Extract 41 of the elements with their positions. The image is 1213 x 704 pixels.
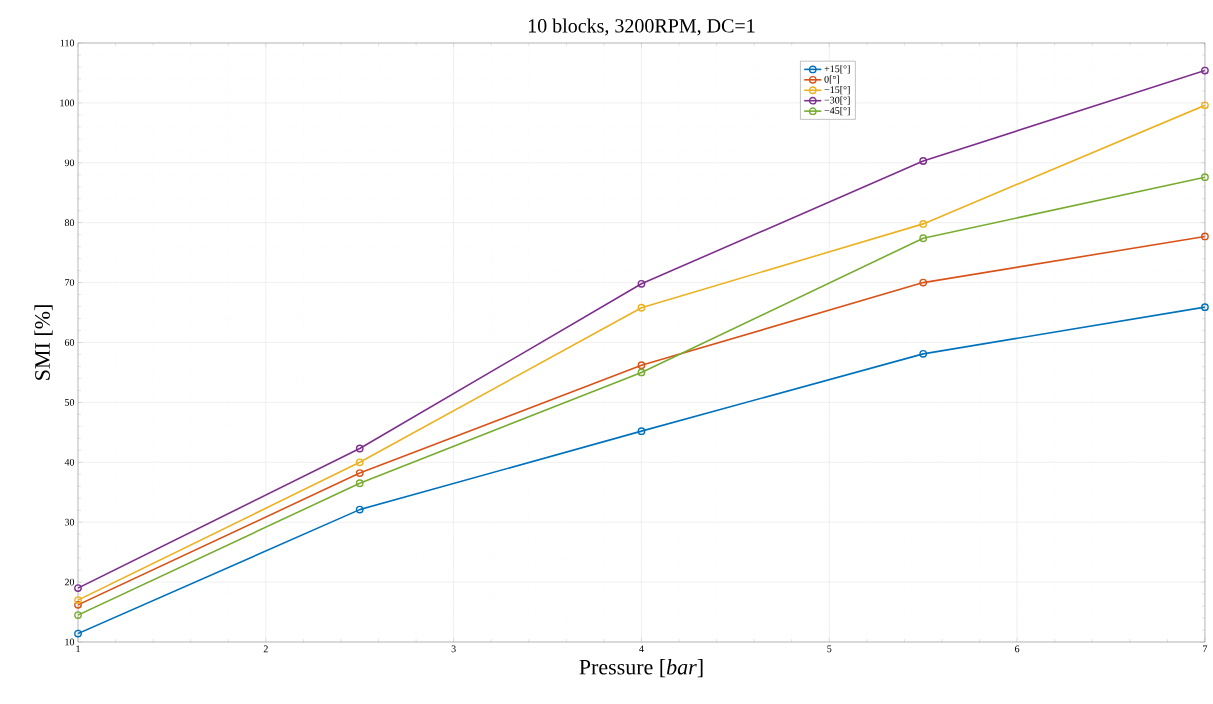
y-tick-label: 70 — [65, 279, 75, 286]
x-tick-label: 5 — [827, 645, 832, 653]
x-tick-label: 2 — [263, 645, 268, 653]
point — [637, 427, 646, 436]
y-tick-label: 100 — [60, 99, 75, 107]
point — [355, 469, 364, 477]
point — [919, 234, 928, 243]
point — [355, 458, 364, 467]
y-tick-label: 30 — [64, 518, 75, 526]
legend-label: −15[°] — [824, 86, 850, 95]
x-tick-label: 1 — [76, 645, 80, 653]
point — [355, 505, 364, 514]
y-axis-title: SMI [%] — [34, 305, 53, 380]
y-tick-label: 90 — [64, 159, 75, 167]
x-tick-label: 6 — [1015, 645, 1020, 653]
chart-title: 10 blocks, 3200RPM, DC=1 — [528, 18, 755, 36]
x-tick-label: 7 — [1203, 645, 1208, 653]
y-tick-label: 40 — [64, 458, 75, 466]
point — [355, 444, 364, 453]
legend-label: −45[°] — [824, 106, 850, 116]
y-tick-label: 60 — [64, 339, 75, 346]
point — [919, 278, 928, 287]
y-tick-label: 110 — [60, 39, 75, 47]
point — [637, 279, 646, 288]
x-tick-label: 3 — [451, 645, 456, 653]
point — [637, 368, 646, 377]
point — [919, 157, 928, 165]
y-tick-label: 80 — [64, 219, 75, 227]
y-tick-label: 50 — [65, 399, 75, 406]
y-tick-label: 20 — [64, 578, 75, 586]
legend-label: −30[°] — [824, 96, 850, 105]
legend-label: +15[°] — [824, 65, 850, 74]
point — [637, 361, 646, 370]
point — [355, 479, 364, 488]
point — [637, 303, 646, 312]
x-tick-label: 4 — [639, 645, 644, 653]
y-tick-label: 10 — [65, 638, 75, 646]
point — [919, 219, 928, 228]
point — [919, 349, 928, 358]
legend-label: 0[°] — [824, 75, 839, 84]
x-axis-title: Pressure [bar] — [579, 659, 703, 678]
